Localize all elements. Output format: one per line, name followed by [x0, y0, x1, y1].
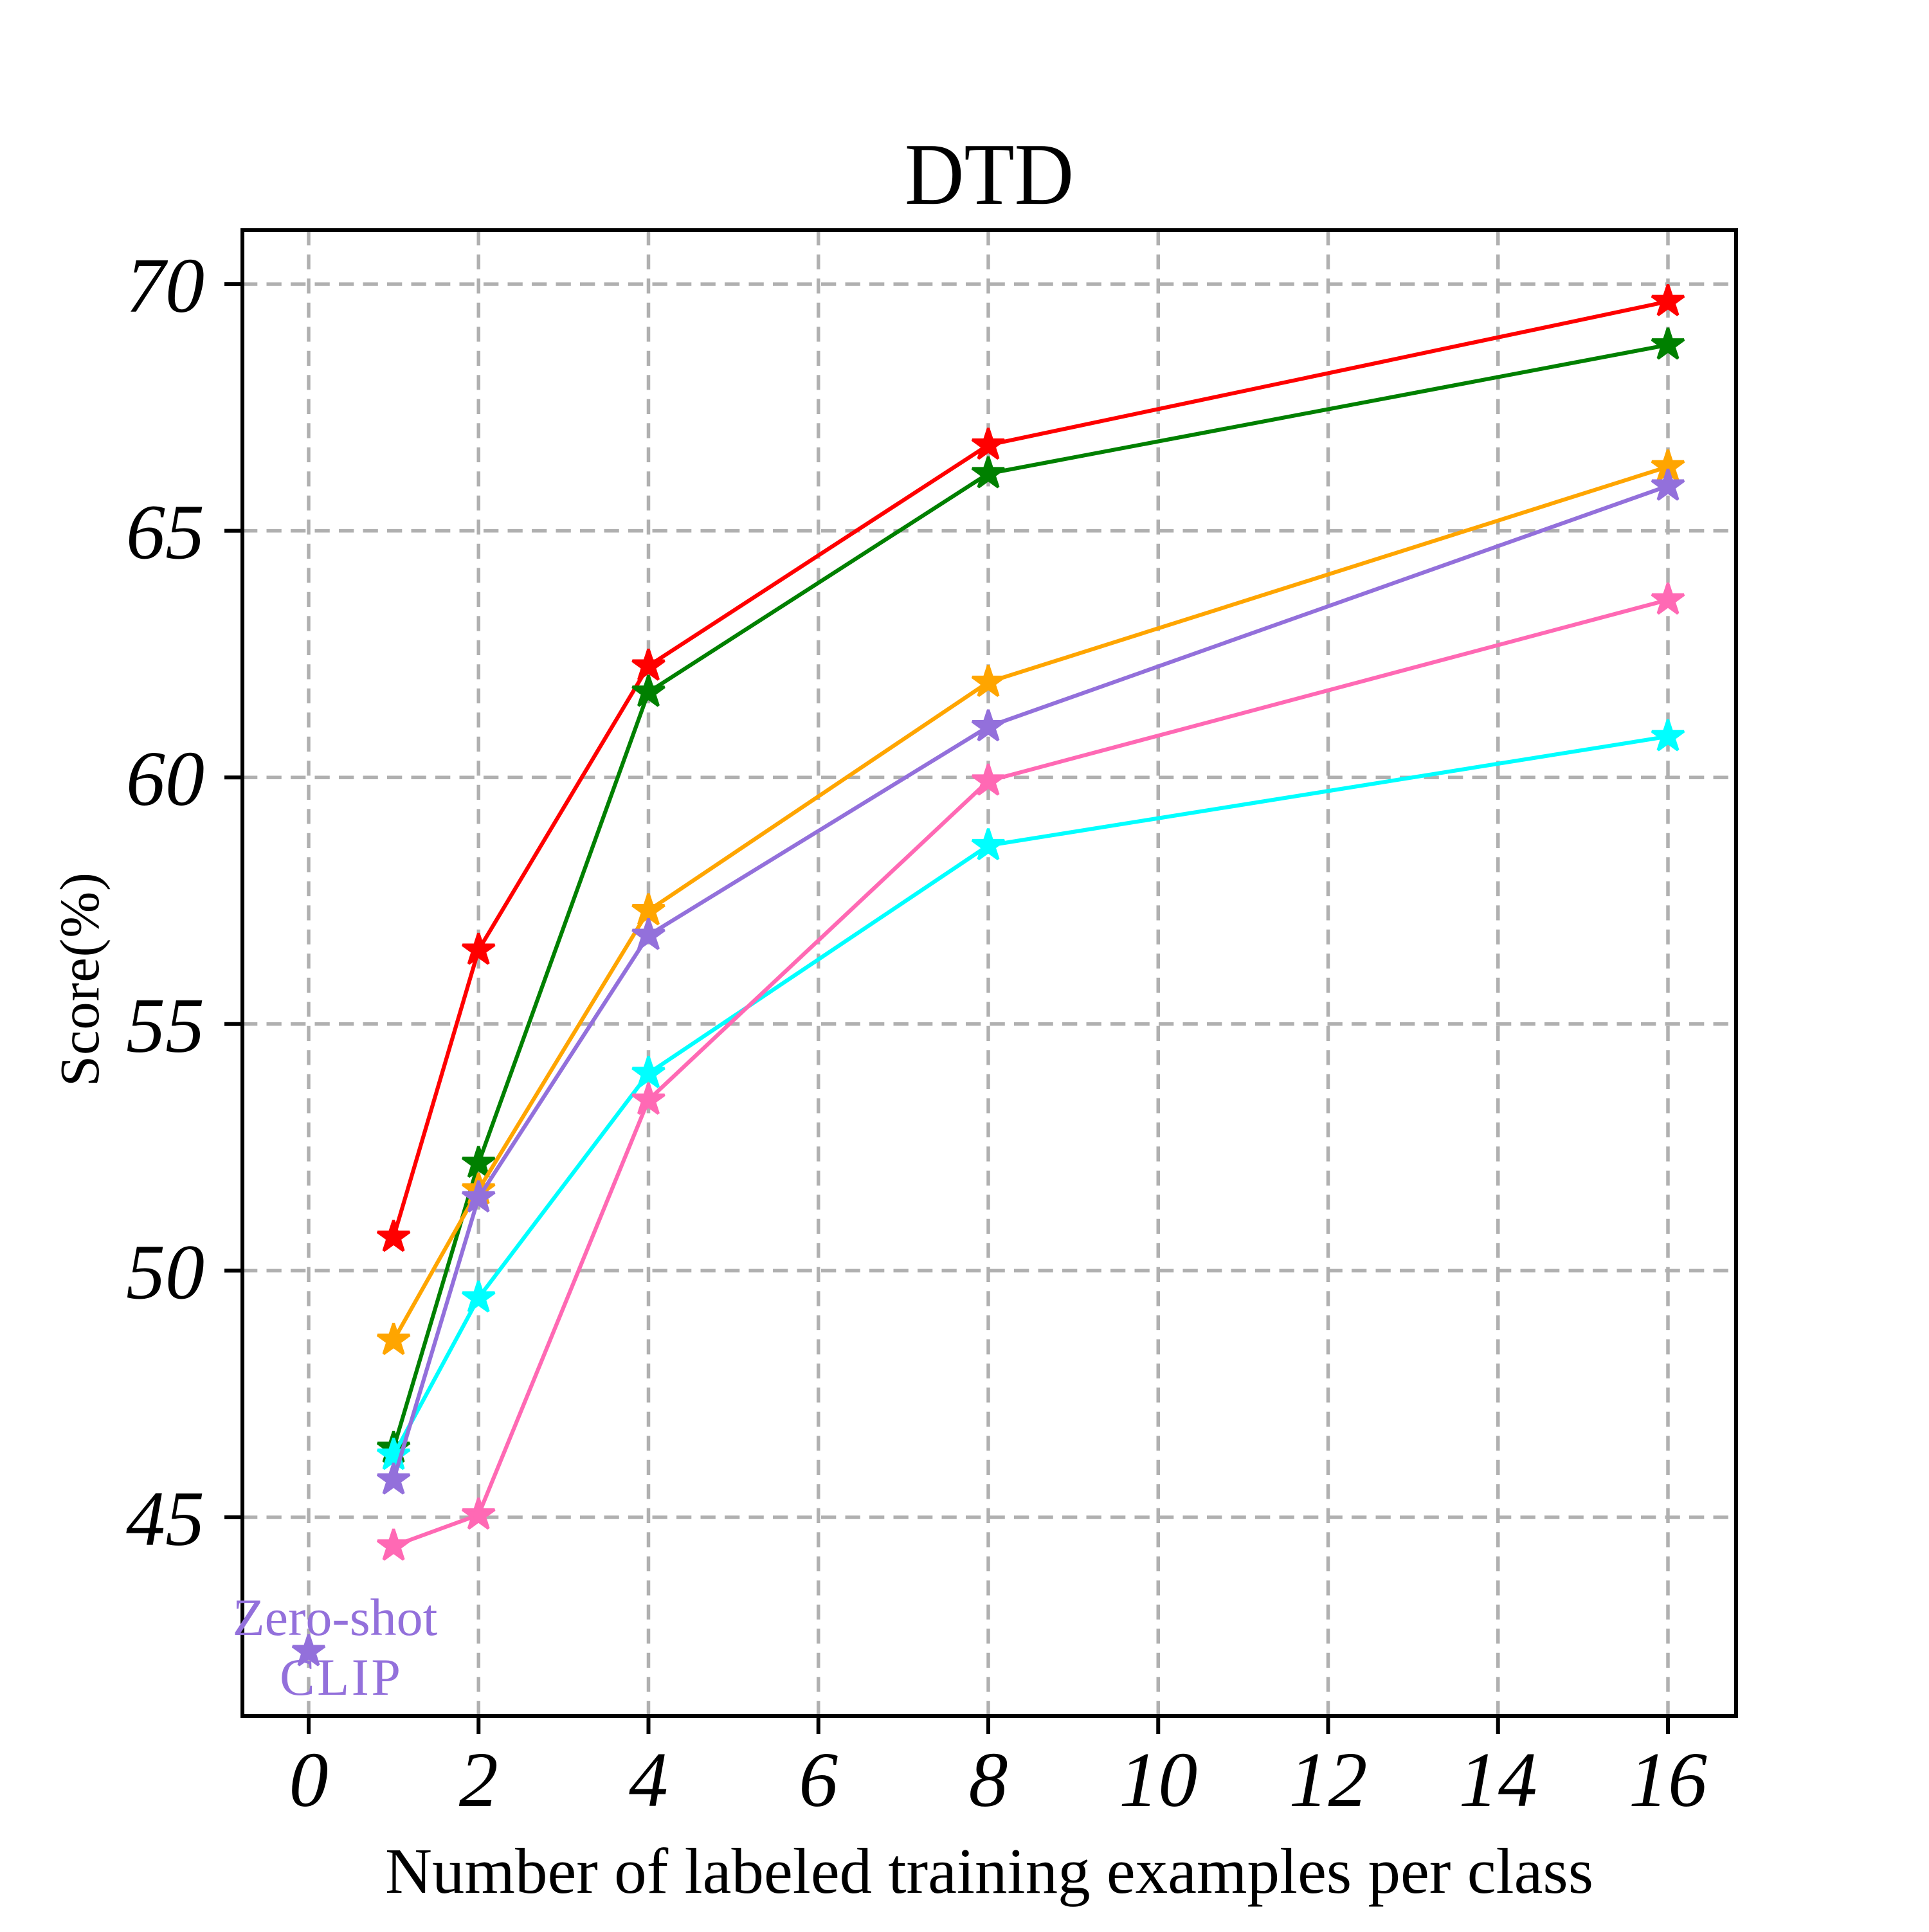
svg-text:60: 60	[126, 736, 204, 822]
svg-text:Score(%): Score(%)	[49, 872, 111, 1087]
svg-text:DTD: DTD	[905, 125, 1074, 223]
svg-text:2: 2	[459, 1737, 498, 1823]
svg-text:55: 55	[126, 982, 204, 1069]
svg-text:0: 0	[289, 1737, 329, 1823]
svg-text:Zero-shot: Zero-shot	[233, 1588, 438, 1647]
svg-text:14: 14	[1459, 1737, 1537, 1823]
svg-text:6: 6	[799, 1737, 838, 1823]
svg-text:70: 70	[126, 242, 204, 329]
svg-text:CLIP: CLIP	[280, 1648, 401, 1706]
svg-text:4: 4	[629, 1737, 668, 1823]
svg-text:10: 10	[1119, 1737, 1197, 1823]
svg-text:Number of labeled training exa: Number of labeled training examples per …	[385, 1835, 1593, 1907]
svg-text:45: 45	[126, 1476, 204, 1562]
svg-text:65: 65	[126, 489, 204, 576]
svg-text:12: 12	[1289, 1737, 1368, 1823]
svg-text:50: 50	[126, 1229, 204, 1315]
svg-text:8: 8	[969, 1737, 1008, 1823]
svg-text:16: 16	[1629, 1737, 1707, 1823]
